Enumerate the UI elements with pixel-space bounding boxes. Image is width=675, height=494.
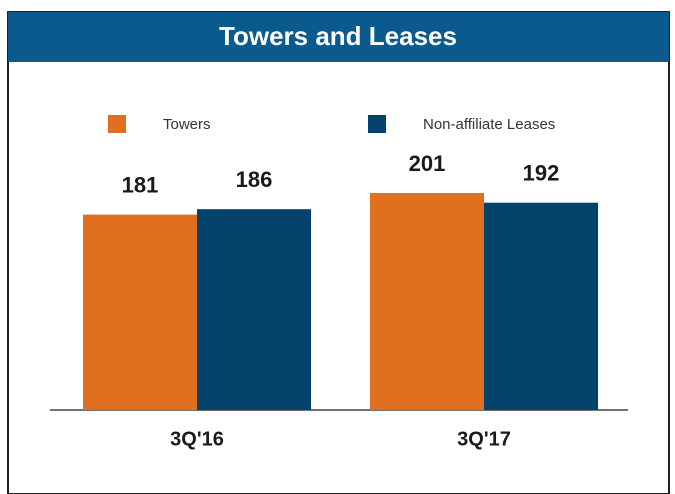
bar: [484, 202, 598, 410]
bar: [83, 214, 197, 410]
chart-title: Towers and Leases: [219, 21, 457, 51]
value-label: 192: [523, 161, 560, 186]
bar: [370, 193, 484, 410]
x-tick-label: 3Q'16: [170, 428, 224, 450]
legend-swatch: [368, 115, 386, 133]
value-label: 181: [122, 172, 159, 197]
x-tick-label: 3Q'17: [457, 428, 511, 450]
value-label: 201: [409, 151, 446, 176]
title-bar: [8, 12, 669, 62]
bar: [197, 209, 311, 410]
legend-label: Towers: [163, 116, 211, 133]
legend-swatch: [108, 115, 126, 133]
value-label: 186: [236, 167, 273, 192]
legend-label: Non-affiliate Leases: [423, 116, 555, 133]
